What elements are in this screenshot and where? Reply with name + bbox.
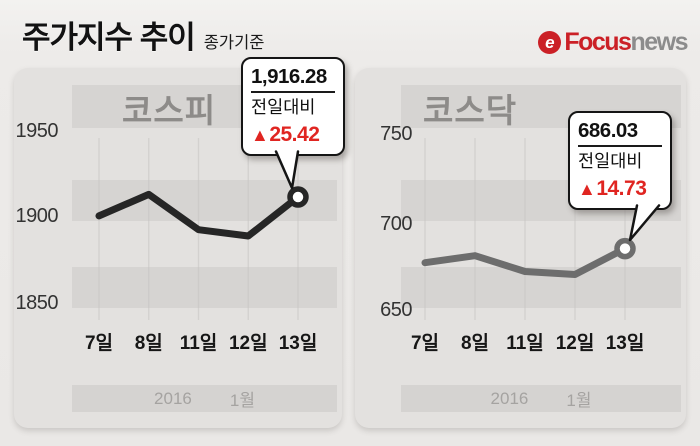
kospi-callout-tail [274,150,300,190]
change-amount: 14.73 [596,177,647,200]
up-triangle-icon: ▲ [578,179,596,199]
kosdaq-title: 코스닥 [423,92,518,129]
y-axis-label: 650 [380,299,412,321]
x-axis-label: 8일 [460,333,490,354]
callout-value: 1,916.28 [251,65,327,88]
page-subtitle: 종가기준 [203,34,265,52]
logo-suffix-text: news [630,28,688,56]
page-title: 주가지수 추이 [22,20,196,55]
change-amount: 25.42 [269,123,320,146]
kosdaq-chart-svg [421,138,636,320]
y-axis-label: 1900 [15,205,59,227]
y-axis-label: 1850 [15,292,59,314]
y-axis-label: 1950 [15,120,59,142]
x-axis-label: 13일 [278,333,318,354]
x-axis-label: 7일 [84,333,114,354]
header: 주가지수 추이 종가기준 e Focus news [0,0,700,62]
kospi-title: 코스피 [122,92,217,129]
index-line [95,190,302,240]
last-point-marker [287,186,309,208]
kosdaq-axis-footer: 2016 1월 [401,385,681,412]
callout-divider [251,91,335,93]
x-axis-label: 7일 [410,333,440,354]
footer-year: 2016 [490,388,529,408]
y-axis-label: 700 [380,213,412,235]
kosdaq-price-callout: 686.03 전일대비 ▲14.73 [568,111,672,210]
footer-year: 2016 [154,388,192,408]
x-axis-label: 12일 [555,333,595,354]
last-point-marker [614,237,636,260]
band-stripe [72,267,337,308]
x-axis-label: 13일 [605,333,645,354]
callout-divider [578,145,662,147]
logo-swirl-icon: e [538,31,562,54]
footer-month: 1월 [229,391,255,410]
callout-change-value: ▲14.73 [578,174,662,204]
kospi-price-callout: 1,916.28 전일대비 ▲25.42 [241,57,345,156]
x-axis-label: 8일 [134,333,163,354]
callout-change-label: 전일대비 [578,151,643,171]
x-axis-label: 11일 [506,333,544,354]
footer-month: 1월 [566,391,592,410]
kospi-axis-footer: 2016 1월 [72,385,337,412]
y-axis-label: 750 [380,123,412,145]
focus-news-logo: e Focus news [538,28,688,57]
callout-change-value: ▲25.42 [251,120,335,150]
kospi-chart-svg [95,138,309,320]
x-axis-label: 12일 [228,333,268,354]
up-triangle-icon: ▲ [251,125,269,145]
x-axis-label: 11일 [179,333,218,354]
callout-change-label: 전일대비 [251,97,316,117]
logo-brand-text: Focus [564,28,632,56]
callout-value: 686.03 [578,119,638,142]
kosdaq-callout-tail [628,204,661,242]
index-line [421,245,629,279]
